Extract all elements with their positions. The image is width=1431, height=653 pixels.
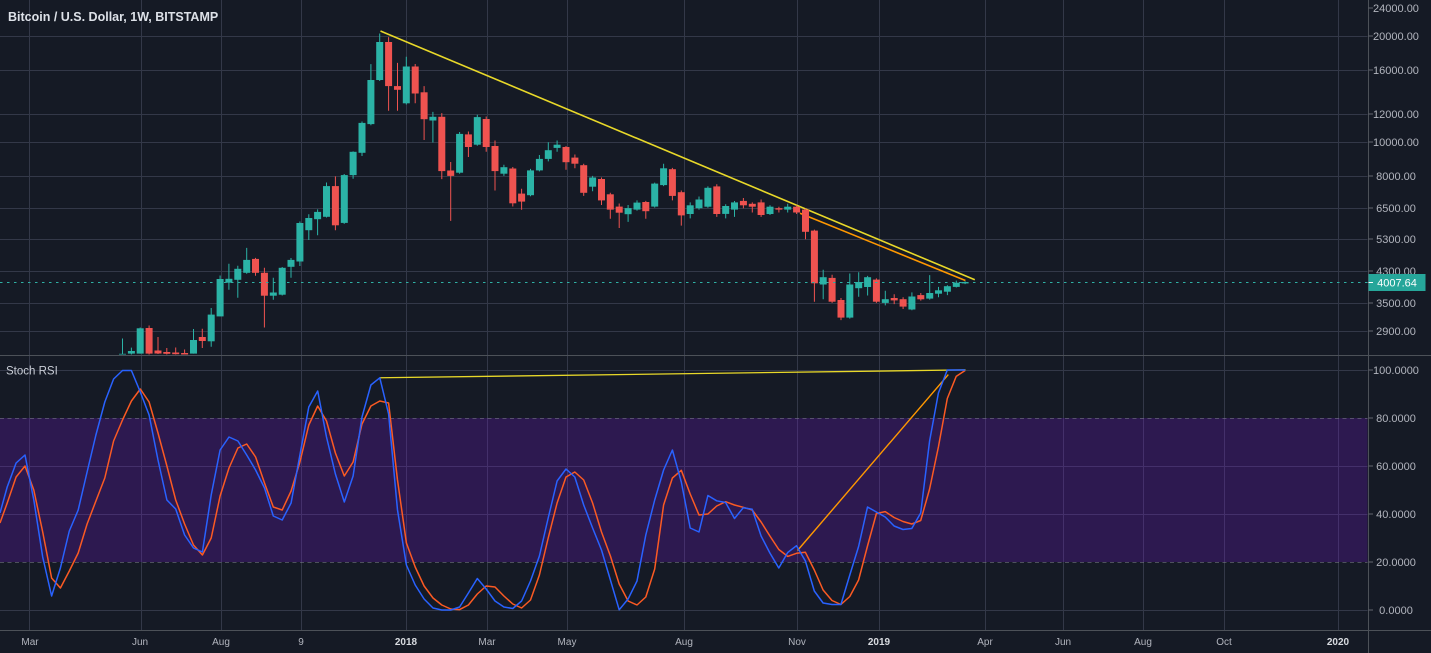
svg-text:0.0000: 0.0000	[1379, 605, 1413, 617]
svg-text:100.0000: 100.0000	[1373, 365, 1419, 377]
svg-text:Aug: Aug	[675, 637, 693, 648]
svg-text:Mar: Mar	[478, 637, 496, 648]
svg-text:2018: 2018	[395, 637, 418, 648]
svg-text:Aug: Aug	[212, 637, 230, 648]
svg-text:6500.00: 6500.00	[1376, 203, 1416, 215]
svg-text:Aug: Aug	[1134, 637, 1152, 648]
svg-text:Stoch RSI: Stoch RSI	[6, 366, 58, 378]
svg-text:12000.00: 12000.00	[1373, 109, 1419, 121]
svg-text:Nov: Nov	[788, 637, 806, 648]
svg-text:3500.00: 3500.00	[1376, 298, 1416, 310]
svg-text:Jun: Jun	[132, 637, 148, 648]
svg-text:Oct: Oct	[1216, 637, 1232, 648]
svg-text:May: May	[558, 637, 577, 648]
svg-text:24000.00: 24000.00	[1373, 3, 1419, 15]
svg-text:20.0000: 20.0000	[1376, 557, 1416, 569]
svg-text:Bitcoin / U.S. Dollar, 1W, BIT: Bitcoin / U.S. Dollar, 1W, BITSTAMP	[8, 10, 218, 24]
svg-text:Apr: Apr	[977, 637, 993, 648]
svg-text:2019: 2019	[868, 637, 891, 648]
svg-text:9: 9	[298, 637, 304, 648]
svg-text:2900.00: 2900.00	[1376, 326, 1416, 338]
svg-text:2020: 2020	[1327, 637, 1350, 648]
svg-text:10000.00: 10000.00	[1373, 137, 1419, 149]
svg-text:Jun: Jun	[1055, 637, 1071, 648]
svg-text:4007.64: 4007.64	[1377, 278, 1417, 290]
svg-text:16000.00: 16000.00	[1373, 65, 1419, 77]
svg-text:20000.00: 20000.00	[1373, 31, 1419, 43]
svg-text:5300.00: 5300.00	[1376, 234, 1416, 246]
svg-text:60.0000: 60.0000	[1376, 461, 1416, 473]
svg-text:Mar: Mar	[21, 637, 39, 648]
svg-text:80.0000: 80.0000	[1376, 413, 1416, 425]
svg-text:40.0000: 40.0000	[1376, 509, 1416, 521]
svg-text:8000.00: 8000.00	[1376, 171, 1416, 183]
